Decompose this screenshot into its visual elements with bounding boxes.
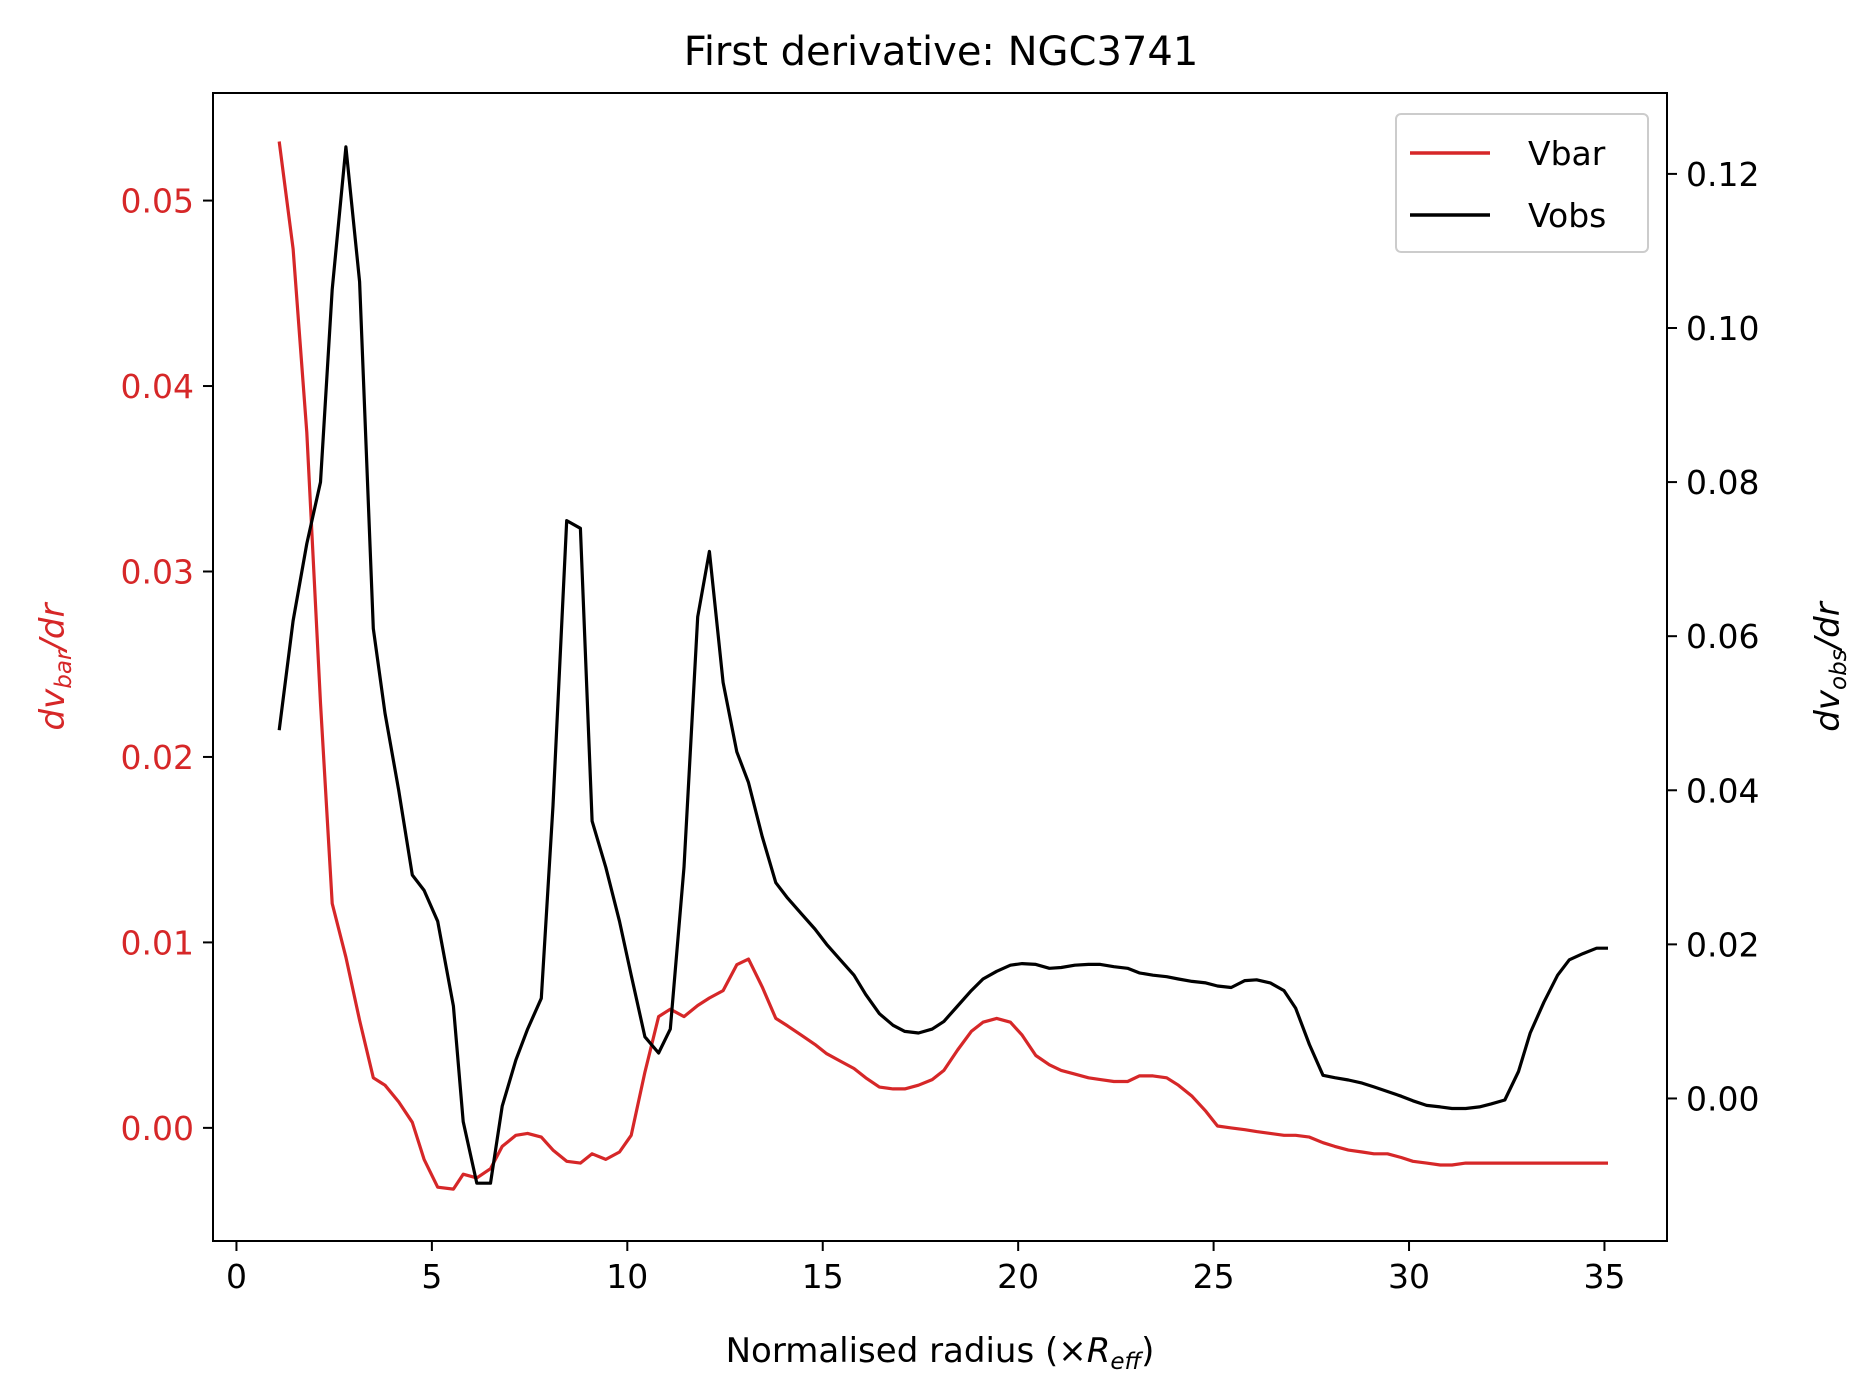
- x-tick-label: 25: [1193, 1257, 1235, 1296]
- x-tick-label: 35: [1583, 1257, 1625, 1296]
- series-line-vbar: [277, 141, 1609, 1191]
- y-left-tick-label: 0.03: [121, 552, 194, 591]
- y-left-tick-label: 0.00: [121, 1109, 194, 1148]
- y-left-tick-label: 0.05: [121, 182, 194, 221]
- y-right-tick-label: 0.08: [1686, 463, 1759, 502]
- x-tick-label: 10: [606, 1257, 648, 1296]
- y-left-tick-label: 0.02: [121, 738, 194, 777]
- y-right-tick-label: 0.04: [1686, 771, 1759, 810]
- x-axis-label: Normalised radius (×Reff): [726, 1331, 1155, 1375]
- chart-title: First derivative: NGC3741: [684, 29, 1199, 75]
- y-right-tick-label: 0.12: [1686, 155, 1759, 194]
- x-tick-label: 0: [226, 1257, 247, 1296]
- x-tick-label: 30: [1388, 1257, 1430, 1296]
- x-tick-label: 20: [997, 1257, 1039, 1296]
- y-left-tick-label: 0.04: [121, 367, 194, 406]
- legend-label-vbar: Vbar: [1528, 134, 1606, 173]
- legend-label-vobs: Vobs: [1528, 196, 1606, 235]
- y-right-tick-label: 0.02: [1686, 925, 1759, 964]
- plot-frame: [212, 92, 1668, 1242]
- y-right-tick-label: 0.10: [1686, 309, 1759, 348]
- y-left-tick-label: 0.01: [121, 923, 194, 962]
- plot-area: 0 5 10 15 20 25 30 35 0.00 0.01 0.02 0.03 0.04 0.05 0.…: [33, 92, 1852, 1375]
- y-right-tick-label: 0.00: [1686, 1079, 1759, 1118]
- y-right-axis-label: dvobs/dr: [1808, 600, 1852, 731]
- y-right-tick-label: 0.06: [1686, 617, 1759, 656]
- x-tick-label: 15: [802, 1257, 844, 1296]
- legend-box: [1395, 113, 1649, 253]
- x-tick-label: 5: [421, 1257, 442, 1296]
- y-left-axis-label: dvbar/dr: [33, 602, 77, 731]
- series-line-vobs: [277, 145, 1609, 1185]
